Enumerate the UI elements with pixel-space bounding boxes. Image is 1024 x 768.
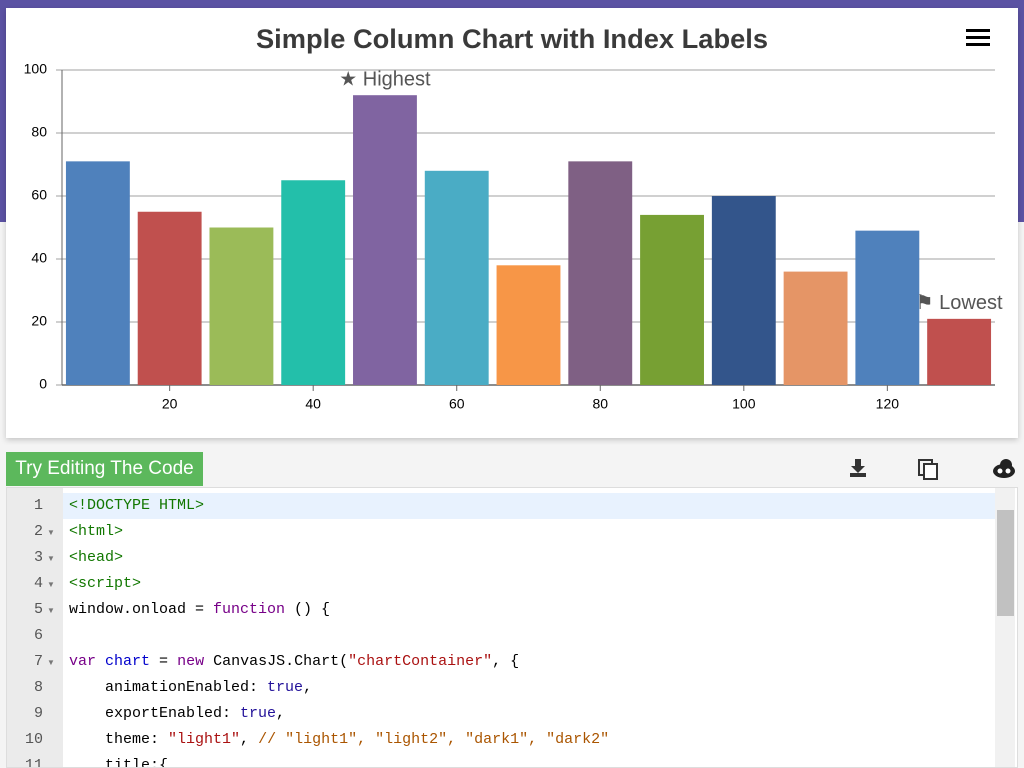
line-number: 6 <box>33 627 43 644</box>
code-line: <html> <box>69 523 124 540</box>
line-number: 10 <box>24 731 43 748</box>
line-number: 2 <box>33 523 43 540</box>
x-tick-label: 80 <box>592 396 608 412</box>
y-tick-label: 20 <box>31 313 47 329</box>
fold-toggle[interactable]: ▼ <box>47 528 55 537</box>
bar <box>855 230 920 385</box>
chart: Simple Column Chart with Index Labels 0 2… <box>0 0 1024 438</box>
y-tick-label: 60 <box>31 187 47 203</box>
x-tick-label: 60 <box>449 396 465 412</box>
code-line: exportEnabled: true, <box>69 705 286 722</box>
bar <box>353 95 417 385</box>
line-gutter: 1 2 ▼ 3 ▼ 4 ▼ 5 ▼ 6 7 ▼ 8 9 10 11 <box>7 488 63 767</box>
y-tick-label: 100 <box>24 61 48 77</box>
line-number: 1 <box>33 497 43 514</box>
code-line: animationEnabled: true, <box>69 679 313 696</box>
fold-toggle[interactable]: ▼ <box>47 554 55 563</box>
line-number: 3 <box>33 549 43 566</box>
line-number: 9 <box>33 705 43 722</box>
download-icon[interactable] <box>850 459 866 477</box>
code-line: <head> <box>69 549 124 566</box>
line-number: 8 <box>33 679 43 696</box>
menu-button[interactable] <box>966 29 990 46</box>
fold-toggle[interactable]: ▼ <box>47 658 55 667</box>
bar <box>65 161 130 385</box>
bar <box>568 161 633 385</box>
bar <box>783 271 848 385</box>
cloud-icon[interactable] <box>993 459 1015 478</box>
bar <box>711 196 776 385</box>
x-tick-label: 120 <box>876 396 900 412</box>
index-label: ★ Highest <box>339 68 431 90</box>
code-line: <script> <box>69 575 142 592</box>
scroll-thumb[interactable] <box>997 510 1014 616</box>
x-tick-label: 20 <box>162 396 178 412</box>
bar <box>209 227 274 385</box>
index-label: ⚑ Lowest <box>916 292 1003 314</box>
line-number: 7 <box>33 653 43 670</box>
fold-toggle[interactable]: ▼ <box>47 606 55 615</box>
y-tick-label: 0 <box>39 376 47 392</box>
bar <box>927 318 992 385</box>
x-tick-label: 100 <box>732 396 756 412</box>
chart-title: Simple Column Chart with Index Labels <box>256 24 768 54</box>
code-line: <!DOCTYPE HTML> <box>69 497 205 514</box>
bar <box>496 265 561 385</box>
line-number: 11 <box>24 757 43 768</box>
copy-icon[interactable] <box>918 459 938 480</box>
code-line: var chart = new CanvasJS.Chart("chartCon… <box>69 653 520 670</box>
code-editor[interactable]: 1 2 ▼ 3 ▼ 4 ▼ 5 ▼ 6 7 ▼ 8 9 10 11 <!DOCTYPE HTML> <html>… <box>6 487 1018 768</box>
bar <box>281 180 346 385</box>
bar <box>640 214 704 385</box>
fold-toggle[interactable]: ▼ <box>47 580 55 589</box>
code-line: theme: "light1", // "light1", "light2", … <box>69 731 610 748</box>
scrollbar[interactable] <box>995 488 1015 767</box>
bar <box>424 170 489 385</box>
code-line: window.onload = function () { <box>69 601 331 618</box>
try-editing-tab[interactable]: Try Editing The Code <box>6 452 203 486</box>
line-number: 4 <box>33 575 43 592</box>
toolbar-icons <box>850 459 1015 480</box>
x-tick-label: 40 <box>305 396 321 412</box>
bar <box>137 211 202 385</box>
line-number: 5 <box>33 601 43 618</box>
y-tick-label: 40 <box>31 250 47 266</box>
code-line: title:{ <box>69 757 169 768</box>
active-line <box>63 493 995 519</box>
y-tick-label: 80 <box>31 124 47 140</box>
